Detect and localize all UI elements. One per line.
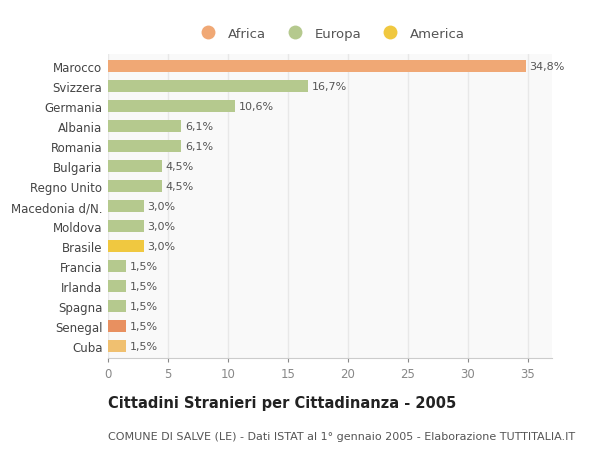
Bar — [108, 141, 181, 153]
Bar — [108, 101, 235, 113]
Text: 3,0%: 3,0% — [148, 241, 176, 252]
Text: 16,7%: 16,7% — [312, 82, 347, 92]
Text: 1,5%: 1,5% — [130, 261, 158, 271]
Text: 3,0%: 3,0% — [148, 202, 176, 212]
Bar — [108, 61, 526, 73]
Text: 1,5%: 1,5% — [130, 321, 158, 331]
Text: 6,1%: 6,1% — [185, 142, 213, 152]
Bar — [108, 241, 144, 252]
Bar — [108, 220, 144, 232]
Text: 1,5%: 1,5% — [130, 301, 158, 311]
Bar — [108, 280, 126, 292]
Text: 4,5%: 4,5% — [166, 162, 194, 172]
Text: Cittadini Stranieri per Cittadinanza - 2005: Cittadini Stranieri per Cittadinanza - 2… — [108, 395, 456, 410]
Bar — [108, 121, 181, 133]
Text: 3,0%: 3,0% — [148, 222, 176, 231]
Bar — [108, 181, 162, 193]
Bar — [108, 340, 126, 352]
Bar — [108, 161, 162, 173]
Bar — [108, 260, 126, 272]
Text: 10,6%: 10,6% — [239, 102, 274, 112]
Bar — [108, 320, 126, 332]
Bar — [108, 201, 144, 213]
Text: 6,1%: 6,1% — [185, 122, 213, 132]
Text: 1,5%: 1,5% — [130, 281, 158, 291]
Bar — [108, 300, 126, 312]
Bar — [108, 81, 308, 93]
Text: 1,5%: 1,5% — [130, 341, 158, 351]
Text: 4,5%: 4,5% — [166, 182, 194, 191]
Text: 34,8%: 34,8% — [529, 62, 565, 72]
Text: COMUNE DI SALVE (LE) - Dati ISTAT al 1° gennaio 2005 - Elaborazione TUTTITALIA.I: COMUNE DI SALVE (LE) - Dati ISTAT al 1° … — [108, 431, 575, 442]
Legend: Africa, Europa, America: Africa, Europa, America — [192, 25, 468, 44]
